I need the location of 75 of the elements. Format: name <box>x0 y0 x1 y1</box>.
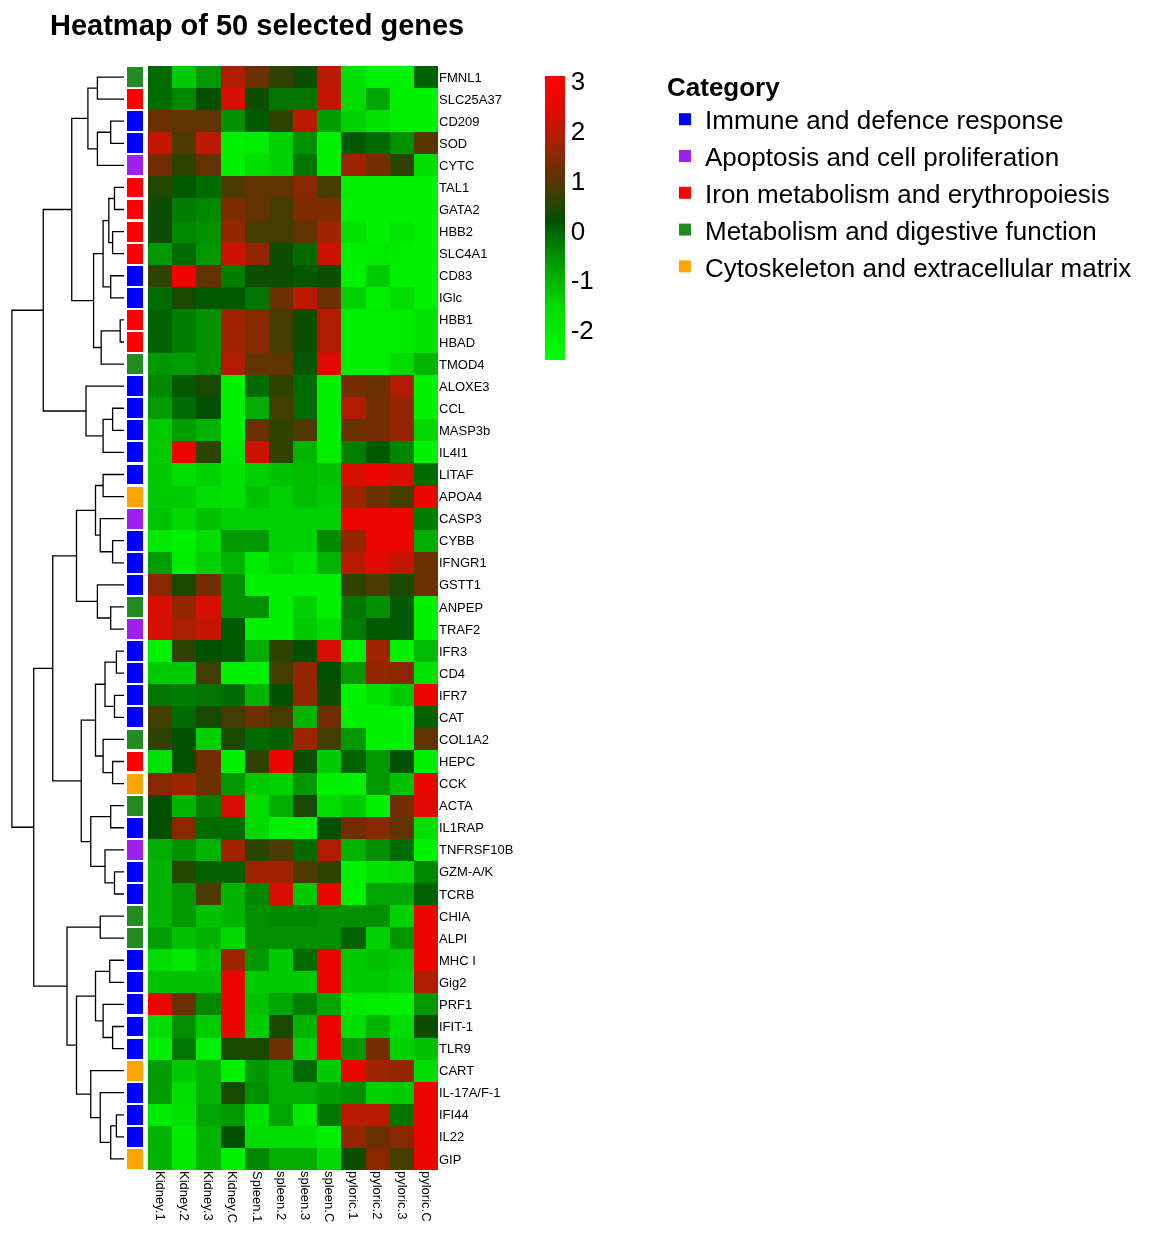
legend-title: Category <box>667 71 781 102</box>
y-tick-label: TAL1 <box>439 179 470 195</box>
y-tick-label: COL1A2 <box>439 731 489 747</box>
y-tick-label: PRF1 <box>439 996 473 1012</box>
y-tick-label: IL1RAP <box>439 820 484 836</box>
y-tick-label: CD209 <box>439 113 480 129</box>
color-bar-label: -2 <box>570 315 594 346</box>
x-tick-label: Spleen.1 <box>249 1171 265 1223</box>
y-tick-label: HBB2 <box>439 224 473 240</box>
y-tick-label: IFIT-1 <box>439 1019 473 1035</box>
y-tick-label: HBB1 <box>439 312 473 328</box>
legend-label: Metabolism and digestive function <box>705 215 1097 246</box>
y-tick-label: ANPEP <box>439 599 484 615</box>
color-bar-label: -1 <box>570 265 594 296</box>
y-tick-label: APOA4 <box>439 489 483 505</box>
color-bar-label: 0 <box>570 215 586 246</box>
x-tick-label: Kidney.2 <box>177 1171 193 1221</box>
y-tick-label: GSTT1 <box>439 577 481 593</box>
y-tick-label: CAT <box>439 709 465 725</box>
x-tick-label: spleen.3 <box>297 1171 313 1221</box>
chart-title: Heatmap of 50 selected genes <box>50 9 465 42</box>
y-tick-label: GIP <box>439 1151 462 1167</box>
color-bar-label: 3 <box>570 66 586 97</box>
x-tick-label: pyloric.3 <box>394 1171 410 1220</box>
y-tick-label: IFI44 <box>439 1107 469 1123</box>
y-tick-label: TCRB <box>439 886 475 902</box>
y-tick-label: CHIA <box>439 908 471 924</box>
x-tick-label: pyloric.1 <box>346 1171 362 1220</box>
y-tick-label: ALOXE3 <box>439 378 490 394</box>
legend-label: Cytoskeleton and extracellular matrix <box>705 252 1132 283</box>
y-tick-label: TMOD4 <box>439 356 485 372</box>
y-tick-label: IL-17A/F-1 <box>439 1085 501 1101</box>
y-tick-label: IL4I1 <box>439 444 468 460</box>
y-tick-label: IL22 <box>439 1129 465 1145</box>
y-tick-label: CYTC <box>439 157 475 173</box>
y-tick-label: SLC4A1 <box>439 246 488 262</box>
y-tick-label: TRAF2 <box>439 621 481 637</box>
y-tick-label: CCL <box>439 400 466 416</box>
y-tick-label: FMNL1 <box>439 69 482 85</box>
y-tick-label: SOD <box>439 135 468 151</box>
x-tick-label: pyloric.2 <box>370 1171 386 1220</box>
color-bar-label: 1 <box>570 165 586 196</box>
y-tick-label: GZM-A/K <box>439 864 494 880</box>
y-tick-label: ALPI <box>439 930 468 946</box>
y-tick-label: Gig2 <box>439 974 467 990</box>
y-tick-label: MHC I <box>439 952 476 968</box>
y-tick-label: HEPC <box>439 754 476 770</box>
x-tick-label: Kidney.C <box>225 1171 241 1223</box>
y-tick-label: IFR7 <box>439 687 468 703</box>
y-tick-label: CD4 <box>439 665 466 681</box>
x-tick-label: pyloric.C <box>418 1171 434 1222</box>
legend-label: Immune and defence response <box>705 105 1064 136</box>
legend-label: Apoptosis and cell proliferation <box>705 142 1060 173</box>
color-bar-label: 2 <box>570 115 586 146</box>
y-tick-label: CART <box>439 1063 475 1079</box>
y-tick-label: IGlc <box>439 290 463 306</box>
y-tick-label: IFNGR1 <box>439 555 487 571</box>
y-tick-label: IFR3 <box>439 643 468 659</box>
x-tick-label: Kidney.1 <box>152 1171 168 1221</box>
y-tick-label: CCK <box>439 776 467 792</box>
y-tick-label: TNFRSF10B <box>439 842 514 858</box>
y-tick-label: GATA2 <box>439 202 480 218</box>
y-tick-label: TLR9 <box>439 1041 471 1057</box>
y-tick-label: CD83 <box>439 268 473 284</box>
y-tick-label: HBAD <box>439 334 476 350</box>
y-tick-label: LITAF <box>439 467 474 483</box>
y-tick-label: CYBB <box>439 533 475 549</box>
x-tick-label: Kidney.3 <box>201 1171 217 1221</box>
legend-label: Iron metabolism and erythropoiesis <box>705 178 1110 209</box>
y-tick-label: MASP3b <box>439 422 491 438</box>
x-tick-label: spleen.2 <box>273 1171 289 1221</box>
y-tick-label: SLC25A37 <box>439 91 502 107</box>
y-tick-label: CASP3 <box>439 511 482 527</box>
x-tick-label: spleen.C <box>322 1171 338 1223</box>
y-tick-label: ACTA <box>439 798 474 814</box>
